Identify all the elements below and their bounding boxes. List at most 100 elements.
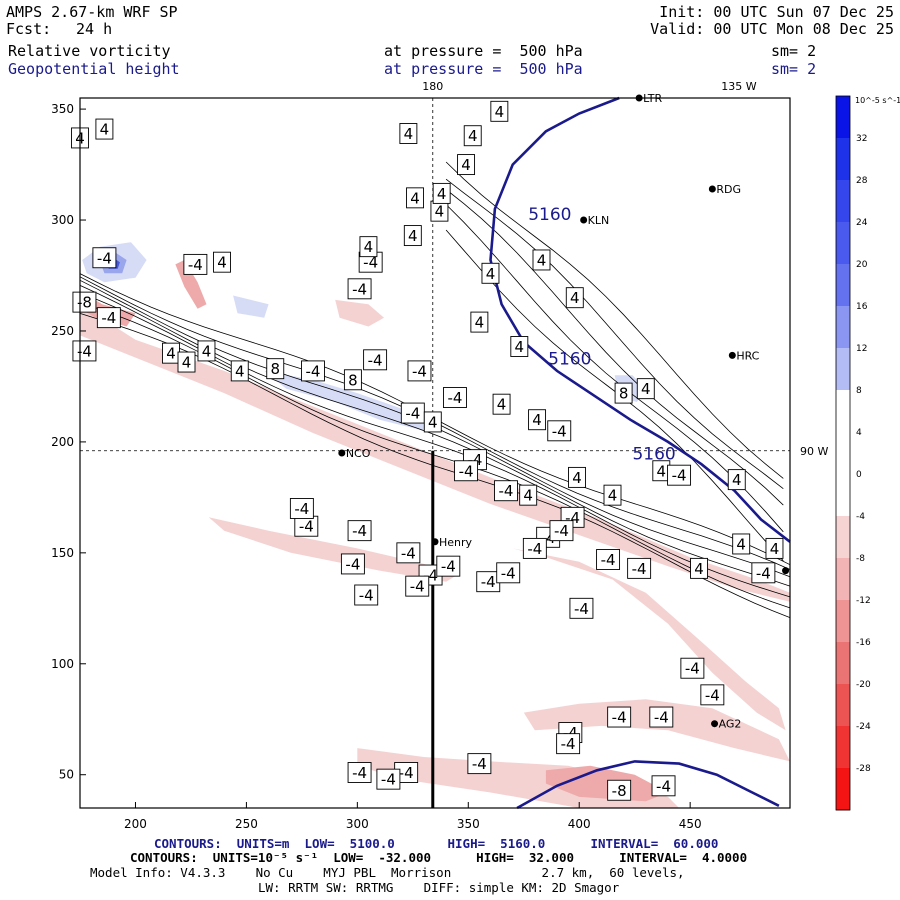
x-tick-label: 300 xyxy=(346,817,369,831)
height-contour-layer: 5160 5160 5160 xyxy=(489,96,791,810)
colorbar-segment xyxy=(836,558,850,601)
vorticity-label-box xyxy=(568,466,586,488)
footer-vorticity-contours: CONTOURS: UNITS=10⁻⁵ s⁻¹ LOW= -32.000 HI… xyxy=(130,850,748,865)
vorticity-label: 4 xyxy=(727,469,746,491)
vorticity-label: 8 xyxy=(266,358,285,380)
vorticity-label-text: 4 xyxy=(657,462,667,480)
vorticity-label-text: -4 xyxy=(501,564,516,582)
vorticity-label-box xyxy=(407,360,432,382)
vorticity-label: -4 xyxy=(649,706,674,728)
vorticity-label-text: -4 xyxy=(632,560,647,578)
vorticity-label-text: 4 xyxy=(570,289,580,307)
vorticity-label-text: -4 xyxy=(410,578,425,596)
vorticity-label-text: -4 xyxy=(685,660,700,678)
height-contour-5100 xyxy=(516,760,780,810)
height-contour-5160 xyxy=(489,96,791,543)
vorticity-label: 4 xyxy=(403,225,422,247)
vorticity-label-box xyxy=(732,533,751,555)
vorticity-label-text: 4 xyxy=(435,203,445,221)
axis-layer: 200 250 300 350 400 450 50 100 150 200 250 300 350 18… xyxy=(51,80,828,831)
vorticity-label-text: 4 xyxy=(475,314,485,332)
vorticity-label: -4 xyxy=(289,498,314,519)
vorticity-label: -4 xyxy=(596,549,621,570)
field2-name: Geopotential height xyxy=(8,60,180,78)
vorticity-label: -4 xyxy=(607,706,632,728)
vorticity-label-box xyxy=(596,549,621,570)
colorbar-frame xyxy=(835,95,851,811)
height-contour-label: 5160 xyxy=(632,445,675,465)
vorticity-label: 4 xyxy=(457,154,476,176)
vorticity-fill-1 xyxy=(208,517,458,582)
vorticity-label-box xyxy=(492,393,511,415)
vorticity-label: 4 xyxy=(492,393,511,415)
vorticity-label: 4 xyxy=(732,533,751,555)
vorticity-label-text: -4 xyxy=(554,522,569,540)
vorticity-label-box xyxy=(607,706,632,728)
vorticity-label-text: 4 xyxy=(495,103,505,121)
vorticity-label-box xyxy=(359,236,378,258)
vorticity-label: -4 xyxy=(651,775,676,797)
vorticity-label: 4 xyxy=(532,249,551,271)
vorticity-label-text: 4 xyxy=(217,254,227,272)
vorticity-label: -4 xyxy=(454,460,479,482)
vorticity-label-text: -4 xyxy=(481,573,496,591)
colorbar-segment xyxy=(836,348,850,391)
vorticity-label-box xyxy=(95,118,114,140)
top-axis-label: 180 xyxy=(422,80,443,93)
vorticity-label-layer: 4 4-4-8-4-4 44-4 4 4 4 8 -4 8-4-4-4444444444-444… xyxy=(71,100,784,801)
vorticity-label-box xyxy=(197,340,216,362)
vorticity-label: -4 xyxy=(354,584,379,606)
vorticity-label: -4 xyxy=(376,768,401,790)
station-label: KLN xyxy=(588,214,610,227)
vorticity-label-box xyxy=(213,251,231,273)
vorticity-label-text: -4 xyxy=(601,551,616,569)
vorticity-label: 4 xyxy=(432,182,451,204)
vorticity-label-box xyxy=(569,597,594,619)
vorticity-label: 4 xyxy=(213,251,231,273)
vorticity-label-box xyxy=(547,420,572,442)
field2-smoothing: sm= 2 xyxy=(771,60,817,78)
vorticity-label-box xyxy=(690,557,708,579)
vorticity-label-box xyxy=(423,411,442,433)
colorbar-segment xyxy=(836,642,850,685)
vorticity-label-box xyxy=(603,484,622,506)
vorticity-label-text: 4 xyxy=(235,362,245,380)
vorticity-label: -4 xyxy=(347,278,372,300)
vorticity-label: -4 xyxy=(522,537,547,559)
vorticity-label: 8 xyxy=(343,369,362,391)
y-tick-label: 350 xyxy=(51,102,74,116)
vorticity-label: -4 xyxy=(294,515,319,537)
vorticity-fill-3 xyxy=(523,699,790,762)
y-tick-label: 150 xyxy=(51,546,74,560)
vorticity-label-text: 4 xyxy=(641,380,651,398)
vorticity-label-box xyxy=(727,469,746,491)
vorticity-label-box xyxy=(457,154,476,176)
station-marker xyxy=(580,216,588,224)
vorticity-label: -4 xyxy=(340,553,365,575)
vorticity-label: -4 xyxy=(347,762,372,783)
vorticity-label-text: 4 xyxy=(182,354,192,372)
station-marker xyxy=(431,538,439,546)
y-tick-label: 200 xyxy=(51,435,74,449)
vorticity-label: -4 xyxy=(407,360,432,382)
station-marker xyxy=(338,449,346,457)
vorticity-label: -8 xyxy=(607,779,632,801)
vorticity-label-box xyxy=(289,498,314,519)
vorticity-label-box xyxy=(183,253,208,275)
vorticity-label-text: 4 xyxy=(437,185,447,203)
vorticity-label: -4 xyxy=(751,562,776,584)
vorticity-label: -4 xyxy=(301,360,325,382)
y-tick-label: 100 xyxy=(51,657,74,671)
vorticity-label-box xyxy=(396,542,421,564)
station-marker xyxy=(708,185,716,193)
init-time: Init: 00 UTC Sun 07 Dec 25 xyxy=(659,3,894,21)
y-tick-label: 300 xyxy=(51,213,74,227)
footer-physics-info: LW: RRTM SW: RRTMG DIFF: simple KM: 2D S… xyxy=(258,880,620,895)
upper-contour-line-2 xyxy=(445,189,784,506)
vorticity-fill-9 xyxy=(264,370,435,431)
vorticity-label: -4 xyxy=(92,247,117,269)
vorticity-label: -4 xyxy=(700,684,725,706)
station-label: Henry xyxy=(439,536,473,549)
vorticity-label: -4 xyxy=(72,340,97,362)
